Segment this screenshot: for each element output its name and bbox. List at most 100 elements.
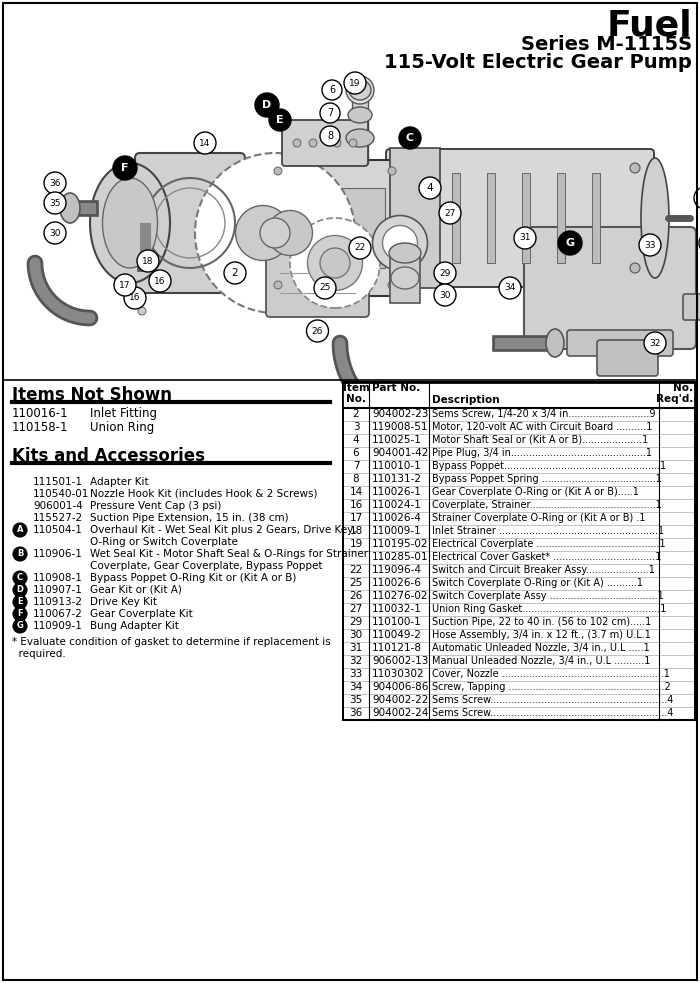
Text: * Evaluate condition of gasket to determine if replacement is
  required.: * Evaluate condition of gasket to determ… <box>12 637 330 659</box>
Ellipse shape <box>641 158 669 278</box>
Text: Overhaul Kit - Wet Seal Kit plus 2 Gears, Drive Key,: Overhaul Kit - Wet Seal Kit plus 2 Gears… <box>90 525 356 535</box>
Circle shape <box>314 277 336 299</box>
Text: 110016-1: 110016-1 <box>12 407 69 420</box>
Circle shape <box>388 167 396 175</box>
Text: Gear Kit or (Kit A): Gear Kit or (Kit A) <box>90 585 182 595</box>
Text: E: E <box>276 115 284 125</box>
Text: 33: 33 <box>349 669 363 679</box>
Text: 110909-1: 110909-1 <box>33 621 83 631</box>
Text: G: G <box>566 238 575 248</box>
Text: 7: 7 <box>353 461 359 471</box>
Ellipse shape <box>346 129 374 147</box>
Ellipse shape <box>235 205 290 260</box>
FancyBboxPatch shape <box>267 160 403 296</box>
Circle shape <box>644 332 666 354</box>
Text: Union Ring Gasket..............................................1: Union Ring Gasket.......................… <box>432 604 666 614</box>
Ellipse shape <box>372 215 428 270</box>
Circle shape <box>13 619 27 633</box>
Text: Bung Adapter Kit: Bung Adapter Kit <box>90 621 179 631</box>
Text: Fuel: Fuel <box>606 8 692 42</box>
Text: Items Not Shown: Items Not Shown <box>12 386 172 404</box>
Text: F: F <box>121 163 129 173</box>
Text: Inlet Strainer .....................................................1: Inlet Strainer .........................… <box>432 526 664 536</box>
Text: Switch Coverplate Assy ....................................1: Switch Coverplate Assy .................… <box>432 591 664 601</box>
Circle shape <box>13 571 27 585</box>
Text: 7: 7 <box>327 108 333 118</box>
Bar <box>352 85 368 163</box>
Text: 33: 33 <box>644 241 656 250</box>
Text: Inlet Fitting: Inlet Fitting <box>90 407 157 420</box>
Circle shape <box>388 281 396 289</box>
Ellipse shape <box>267 210 312 256</box>
Text: 906001-4: 906001-4 <box>33 501 83 511</box>
Text: 119008-51: 119008-51 <box>372 422 428 432</box>
Circle shape <box>13 547 27 561</box>
Text: Cover, Nozzle ......................................................1: Cover, Nozzle ..........................… <box>432 669 670 679</box>
Text: Adapter Kit: Adapter Kit <box>90 477 148 487</box>
Text: 110010-1: 110010-1 <box>372 461 421 471</box>
Circle shape <box>274 167 282 175</box>
Text: Wet Seal Kit - Motor Shaft Seal & O-Rings for Strainer: Wet Seal Kit - Motor Shaft Seal & O-Ring… <box>90 549 368 559</box>
Text: 8: 8 <box>327 131 333 141</box>
Text: 110026-1: 110026-1 <box>372 487 422 497</box>
Bar <box>557 173 565 263</box>
Text: 8: 8 <box>353 474 359 484</box>
Text: F: F <box>18 609 23 618</box>
Text: 22: 22 <box>349 565 363 575</box>
FancyBboxPatch shape <box>282 120 368 166</box>
Circle shape <box>194 132 216 154</box>
Circle shape <box>699 232 700 254</box>
Text: Sems Screw, 1/4-20 x 3/4 in...........................9: Sems Screw, 1/4-20 x 3/4 in.............… <box>432 409 655 419</box>
Text: Hose Assembly, 3/4 in. x 12 ft., (3.7 m) U.L.1: Hose Assembly, 3/4 in. x 12 ft., (3.7 m)… <box>432 630 651 640</box>
Text: Series M-1115S: Series M-1115S <box>521 35 692 54</box>
Text: 32: 32 <box>650 338 661 348</box>
Circle shape <box>114 274 136 296</box>
Circle shape <box>349 139 357 147</box>
Text: 26: 26 <box>312 326 323 335</box>
Bar <box>285 188 385 268</box>
Circle shape <box>149 270 171 292</box>
Ellipse shape <box>546 329 564 357</box>
Text: 36: 36 <box>49 179 61 188</box>
Circle shape <box>13 583 27 597</box>
Circle shape <box>131 294 139 302</box>
Text: 110913-2: 110913-2 <box>33 597 83 607</box>
Text: 110032-1: 110032-1 <box>372 604 422 614</box>
Text: 22: 22 <box>354 244 365 253</box>
Circle shape <box>349 237 371 259</box>
Bar <box>343 382 695 720</box>
FancyBboxPatch shape <box>266 239 369 317</box>
Circle shape <box>44 172 66 194</box>
Text: 110285-01: 110285-01 <box>372 552 428 562</box>
Text: 31: 31 <box>519 234 531 243</box>
Text: 110540-01: 110540-01 <box>33 489 90 499</box>
Text: 4: 4 <box>427 183 433 193</box>
Circle shape <box>124 287 146 309</box>
Text: 904002-24: 904002-24 <box>372 708 428 718</box>
Circle shape <box>44 192 66 214</box>
Ellipse shape <box>348 107 372 123</box>
Circle shape <box>13 607 27 621</box>
Text: 16: 16 <box>130 294 141 303</box>
Circle shape <box>309 139 317 147</box>
Text: Motor, 120-volt AC with Circuit Board ..........1: Motor, 120-volt AC with Circuit Board ..… <box>432 422 652 432</box>
Text: Switch and Circuit Breaker Assy.....................1: Switch and Circuit Breaker Assy.........… <box>432 565 655 575</box>
Circle shape <box>333 139 341 147</box>
Text: D: D <box>262 100 272 110</box>
Text: Gear Coverplate Kit: Gear Coverplate Kit <box>90 609 192 619</box>
Text: 19: 19 <box>349 79 360 87</box>
Text: B: B <box>17 549 23 558</box>
Text: 31: 31 <box>349 643 363 653</box>
FancyBboxPatch shape <box>524 227 696 349</box>
Text: 110158-1: 110158-1 <box>12 421 69 434</box>
Text: 30: 30 <box>440 291 451 300</box>
Text: 29: 29 <box>349 617 363 627</box>
Text: A: A <box>17 526 23 535</box>
Text: 110100-1: 110100-1 <box>372 617 421 627</box>
Text: 904001-42: 904001-42 <box>372 448 428 458</box>
Ellipse shape <box>307 236 363 291</box>
Text: 904002-23: 904002-23 <box>372 409 428 419</box>
Circle shape <box>630 163 640 173</box>
Text: 115527-2: 115527-2 <box>33 513 83 523</box>
Text: 110026-6: 110026-6 <box>372 578 422 588</box>
